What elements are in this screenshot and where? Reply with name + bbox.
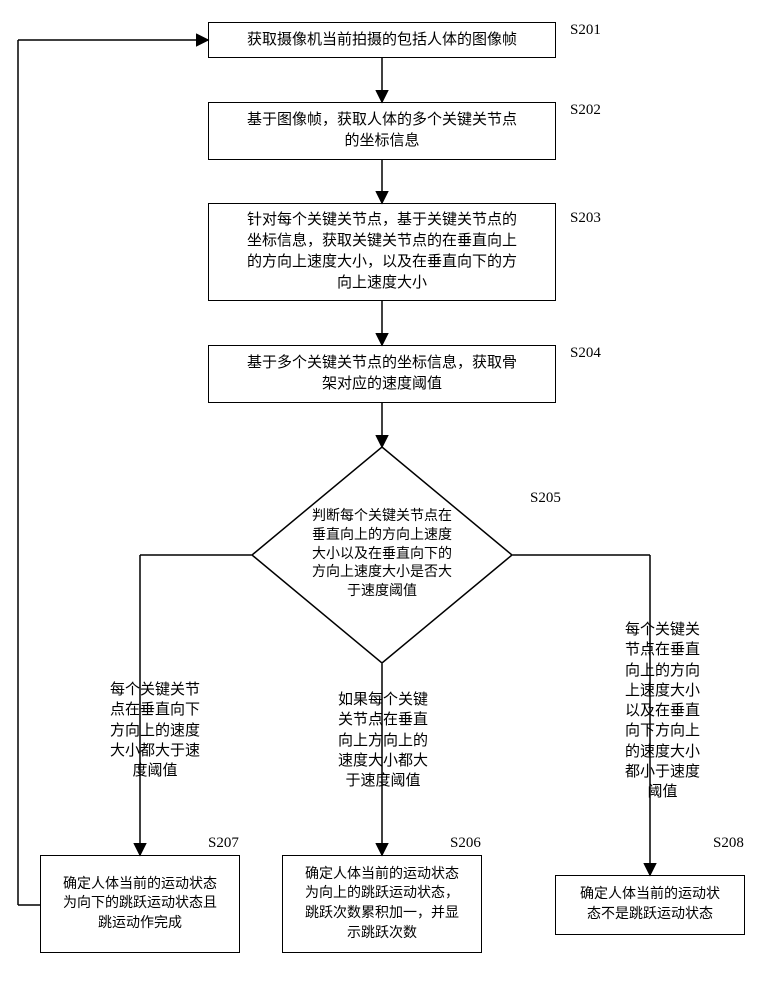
step-label-s207: S207 <box>208 835 239 852</box>
node-s207-text: 确定人体当前的运动状态 为向下的跳跃运动状态且 跳运动作完成 <box>63 875 217 934</box>
node-s201-text: 获取摄像机当前拍摄的包括人体的图像帧 <box>247 30 517 51</box>
step-label-s206: S206 <box>450 835 481 852</box>
node-s202-text: 基于图像帧，获取人体的多个关键关节点 的坐标信息 <box>247 110 517 152</box>
node-s206: 确定人体当前的运动状态 为向上的跳跃运动状态， 跳跃次数累积加一，并显 示跳跃次… <box>282 855 482 953</box>
node-s206-text: 确定人体当前的运动状态 为向上的跳跃运动状态， 跳跃次数累积加一，并显 示跳跃次… <box>305 865 459 943</box>
node-s204: 基于多个关键关节点的坐标信息，获取骨 架对应的速度阈值 <box>208 345 556 403</box>
node-s201: 获取摄像机当前拍摄的包括人体的图像帧 <box>208 22 556 58</box>
node-s207: 确定人体当前的运动状态 为向下的跳跃运动状态且 跳运动作完成 <box>40 855 240 953</box>
step-label-s201: S201 <box>570 22 601 39</box>
step-label-s205: S205 <box>530 490 561 507</box>
edge-label-to207: 每个关键关节 点在垂直向下 方向上的速度 大小都大于速 度阈值 <box>95 680 215 781</box>
step-label-s203: S203 <box>570 210 601 227</box>
edge-label-to208: 每个关键关 节点在垂直 向上的方向 上速度大小 以及在垂直 向下方向上 的速度大… <box>610 620 715 802</box>
step-label-s208: S208 <box>713 835 744 852</box>
node-s204-text: 基于多个关键关节点的坐标信息，获取骨 架对应的速度阈值 <box>247 353 517 395</box>
node-s203: 针对每个关键关节点，基于关键关节点的 坐标信息，获取关键关节点的在垂直向上 的方… <box>208 203 556 301</box>
node-s202: 基于图像帧，获取人体的多个关键关节点 的坐标信息 <box>208 102 556 160</box>
node-s205-text: 判断每个关键关节点在 垂直向上的方向上速度 大小以及在垂直向下的 方向上速度大小… <box>290 498 474 612</box>
edge-label-to206: 如果每个关键 关节点在垂直 向上方向上的 速度大小都大 于速度阈值 <box>323 690 443 791</box>
node-s208: 确定人体当前的运动状 态不是跳跃运动状态 <box>555 875 745 935</box>
step-label-s204: S204 <box>570 345 601 362</box>
node-s203-text: 针对每个关键关节点，基于关键关节点的 坐标信息，获取关键关节点的在垂直向上 的方… <box>247 210 517 294</box>
step-label-s202: S202 <box>570 102 601 119</box>
node-s208-text: 确定人体当前的运动状 态不是跳跃运动状态 <box>580 885 720 924</box>
